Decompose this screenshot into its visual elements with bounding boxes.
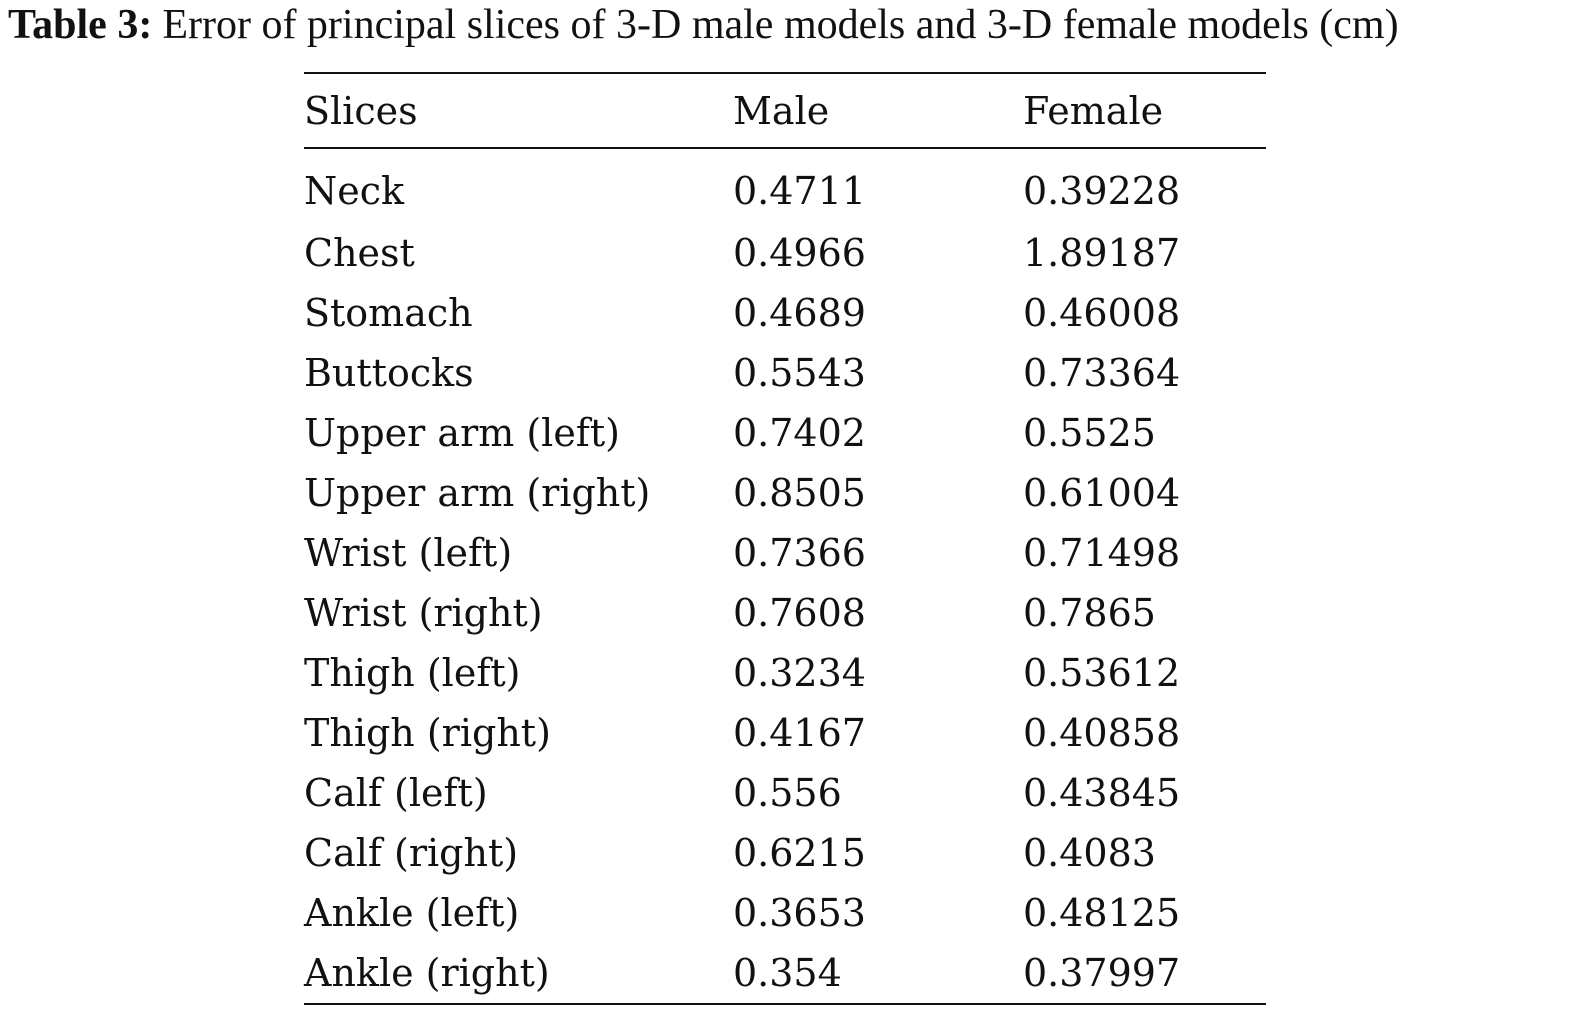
column-header-female: Female	[1023, 88, 1164, 133]
table-row: Thigh (left) 0.3234 0.53612	[304, 643, 1266, 703]
table-cell-male: 0.4689	[733, 291, 866, 335]
table-row: Buttocks 0.5543 0.73364	[304, 343, 1266, 403]
table-cell-male: 0.7402	[733, 411, 866, 455]
table-cell-female: 0.73364	[1023, 351, 1181, 395]
table-cell-slice: Thigh (right)	[304, 711, 551, 755]
table-cell-female: 0.4083	[1023, 831, 1156, 875]
column-header-slices: Slices	[304, 88, 418, 133]
table-cell-male: 0.8505	[733, 471, 866, 515]
table-row: Neck 0.4711 0.39228	[304, 148, 1266, 223]
table-row: Stomach 0.4689 0.46008	[304, 283, 1266, 343]
table-row: Thigh (right) 0.4167 0.40858	[304, 703, 1266, 763]
table-row: Wrist (right) 0.7608 0.7865	[304, 583, 1266, 643]
table-cell-male: 0.4711	[733, 169, 866, 213]
table-cell-male: 0.4966	[733, 231, 866, 275]
table-cell-slice: Upper arm (right)	[304, 471, 651, 515]
table-row: Upper arm (right) 0.8505 0.61004	[304, 463, 1266, 523]
table-cell-female: 0.53612	[1023, 651, 1181, 695]
table-row: Upper arm (left) 0.7402 0.5525	[304, 403, 1266, 463]
table-cell-slice: Ankle (left)	[304, 891, 520, 935]
table-cell-female: 0.7865	[1023, 591, 1156, 635]
table-caption-text: Error of principal slices of 3-D male mo…	[162, 2, 1399, 48]
table-cell-male: 0.5543	[733, 351, 866, 395]
table-cell-female: 1.89187	[1023, 231, 1181, 275]
table-cell-male: 0.3653	[733, 891, 866, 935]
table-cell-slice: Thigh (left)	[304, 651, 521, 695]
table-cell-female: 0.43845	[1023, 771, 1181, 815]
table-cell-female: 0.37997	[1023, 951, 1181, 995]
table-cell-slice: Calf (right)	[304, 831, 519, 875]
table-cell-male: 0.3234	[733, 651, 866, 695]
table-cell-male: 0.354	[733, 951, 842, 995]
column-header-male: Male	[733, 88, 830, 133]
table-cell-slice: Neck	[304, 169, 405, 213]
table-cell-male: 0.7366	[733, 531, 866, 575]
table-row: Calf (left) 0.556 0.43845	[304, 763, 1266, 823]
table-row: Ankle (left) 0.3653 0.48125	[304, 883, 1266, 943]
table-cell-female: 0.48125	[1023, 891, 1181, 935]
table-cell-slice: Calf (left)	[304, 771, 488, 815]
table-body: Neck 0.4711 0.39228 Chest 0.4966 1.89187 Stoma…	[304, 148, 1266, 1004]
table-cell-slice: Ankle (right)	[304, 951, 550, 995]
table-cell-slice: Upper arm (left)	[304, 411, 620, 455]
table-cell-female: 0.5525	[1023, 411, 1156, 455]
table-cell-slice: Wrist (right)	[304, 591, 543, 635]
table-row: Ankle (right) 0.354 0.37997	[304, 943, 1266, 1004]
table-caption: Table 3: Error of principal slices of 3-D…	[8, 2, 1594, 48]
table-row: Chest 0.4966 1.89187	[304, 223, 1266, 283]
table-header-row: Slices Male Female	[304, 73, 1266, 148]
table-cell-female: 0.71498	[1023, 531, 1181, 575]
table-cell-female: 0.46008	[1023, 291, 1181, 335]
table-cell-slice: Chest	[304, 231, 415, 275]
table-caption-label: Table 3:	[8, 2, 153, 48]
table-cell-male: 0.4167	[733, 711, 866, 755]
table-cell-slice: Wrist (left)	[304, 531, 513, 575]
table-row: Calf (right) 0.6215 0.4083	[304, 823, 1266, 883]
table-cell-female: 0.40858	[1023, 711, 1181, 755]
table-row: Wrist (left) 0.7366 0.71498	[304, 523, 1266, 583]
table-cell-male: 0.6215	[733, 831, 866, 875]
data-table-container: Slices Male Female Neck 0.4711 0.39228 Ches…	[304, 72, 1266, 1005]
table-cell-male: 0.7608	[733, 591, 866, 635]
table-cell-female: 0.61004	[1023, 471, 1181, 515]
table-cell-slice: Stomach	[304, 291, 473, 335]
table-cell-female: 0.39228	[1023, 169, 1181, 213]
table-cell-slice: Buttocks	[304, 351, 474, 395]
table-cell-male: 0.556	[733, 771, 842, 815]
data-table: Slices Male Female Neck 0.4711 0.39228 Ches…	[304, 72, 1266, 1005]
